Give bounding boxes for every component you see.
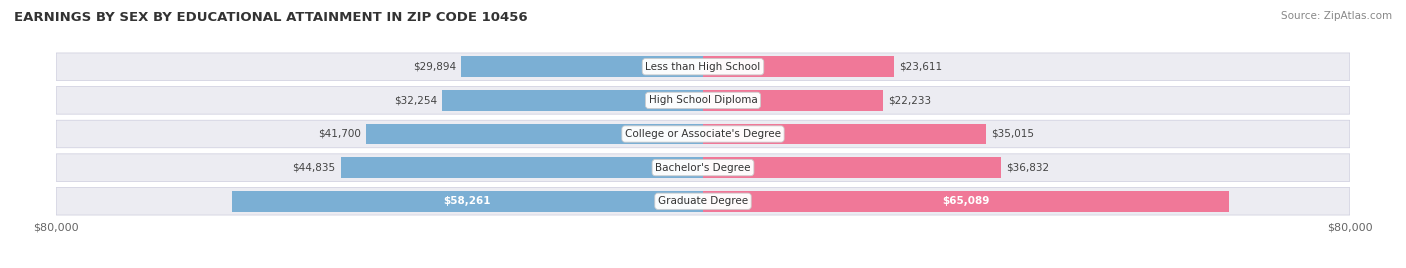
- Bar: [461, 56, 703, 77]
- Bar: [703, 191, 1229, 212]
- Text: EARNINGS BY SEX BY EDUCATIONAL ATTAINMENT IN ZIP CODE 10456: EARNINGS BY SEX BY EDUCATIONAL ATTAINMEN…: [14, 11, 527, 24]
- Bar: [703, 157, 1001, 178]
- Text: $23,611: $23,611: [898, 62, 942, 72]
- Text: $58,261: $58,261: [444, 196, 491, 206]
- Bar: [232, 191, 703, 212]
- Bar: [703, 124, 986, 144]
- Text: $29,894: $29,894: [413, 62, 456, 72]
- Text: College or Associate's Degree: College or Associate's Degree: [626, 129, 780, 139]
- Text: $35,015: $35,015: [991, 129, 1035, 139]
- FancyBboxPatch shape: [56, 53, 1350, 80]
- Bar: [703, 90, 883, 111]
- Bar: [443, 90, 703, 111]
- Bar: [340, 157, 703, 178]
- Text: Graduate Degree: Graduate Degree: [658, 196, 748, 206]
- Text: Source: ZipAtlas.com: Source: ZipAtlas.com: [1281, 11, 1392, 21]
- Text: $22,233: $22,233: [889, 95, 931, 105]
- Text: High School Diploma: High School Diploma: [648, 95, 758, 105]
- Text: $44,835: $44,835: [292, 163, 336, 173]
- Text: $65,089: $65,089: [942, 196, 990, 206]
- Text: Bachelor's Degree: Bachelor's Degree: [655, 163, 751, 173]
- Bar: [366, 124, 703, 144]
- Text: $41,700: $41,700: [318, 129, 361, 139]
- Bar: [703, 56, 894, 77]
- FancyBboxPatch shape: [56, 154, 1350, 181]
- Text: $36,832: $36,832: [1005, 163, 1049, 173]
- FancyBboxPatch shape: [56, 120, 1350, 148]
- Text: Less than High School: Less than High School: [645, 62, 761, 72]
- FancyBboxPatch shape: [56, 188, 1350, 215]
- Text: $32,254: $32,254: [394, 95, 437, 105]
- FancyBboxPatch shape: [56, 87, 1350, 114]
